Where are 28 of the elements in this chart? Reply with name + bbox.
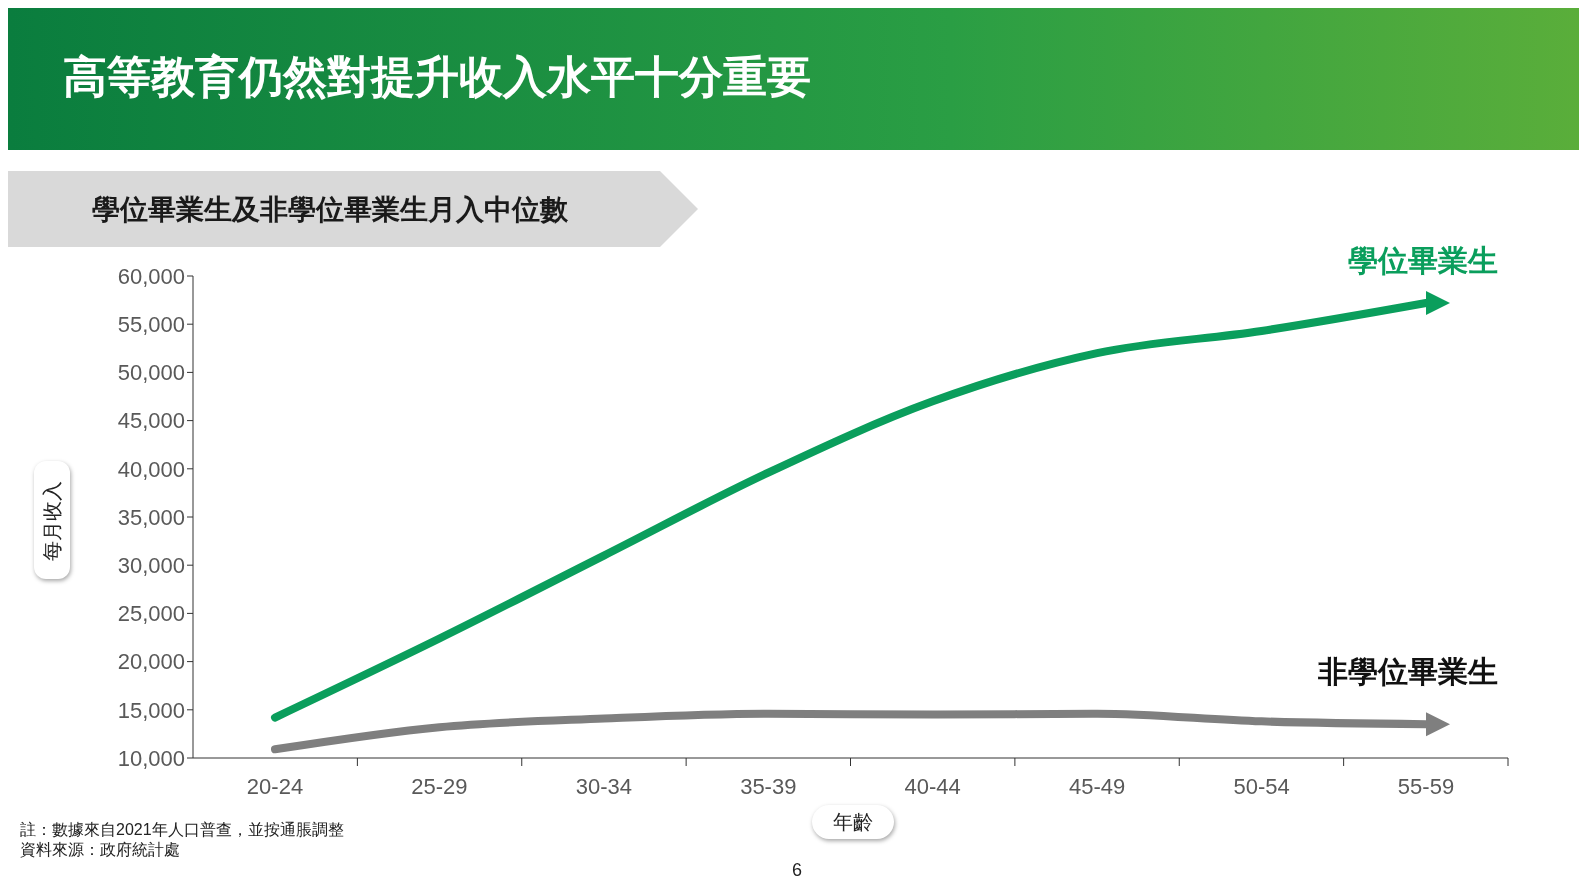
text: 6 [792, 860, 803, 881]
y-tick-label: 40,000 [117, 456, 185, 482]
y-tick-label: 55,000 [117, 312, 185, 338]
text: 註：數據來自2021年人口普查，並按通脹調整 [20, 820, 344, 840]
y-tick-label: 35,000 [117, 504, 185, 530]
y-axis-title: 每月收入 [39, 480, 64, 560]
series-label: 學位畢業生 [1348, 243, 1498, 279]
y-tick-label: 50,000 [117, 360, 185, 386]
x-axis-title: 年齡 [812, 805, 894, 839]
x-tick-label: 35-39 [740, 773, 797, 799]
x-tick-label: 40-44 [904, 773, 961, 799]
y-tick-label: 25,000 [117, 601, 185, 627]
y-tick-label: 45,000 [117, 408, 185, 434]
series-label: 非學位畢業生 [1318, 654, 1498, 691]
chart-title: 高等教育仍然對提升收入水平十分重要 [63, 51, 811, 103]
y-tick-label: 30,000 [117, 553, 185, 579]
source-note: 資料來源：政府統計處 [20, 840, 180, 860]
chart-subtitle: 學位畢業生及非學位畢業生月入中位數 [92, 193, 568, 227]
x-tick-label: 20-24 [246, 773, 304, 799]
x-tick-label: 55-59 [1397, 773, 1455, 799]
x-tick-label: 25-29 [411, 773, 468, 799]
y-tick-label: 15,000 [117, 697, 185, 723]
x-tick-label: 45-49 [1069, 773, 1126, 799]
y-tick-label: 10,000 [117, 745, 185, 771]
y-tick-label: 60,000 [117, 263, 185, 289]
y-tick-label: 20,000 [117, 649, 185, 675]
x-tick-label: 50-54 [1233, 773, 1290, 799]
x-tick-label: 30-34 [575, 773, 632, 799]
